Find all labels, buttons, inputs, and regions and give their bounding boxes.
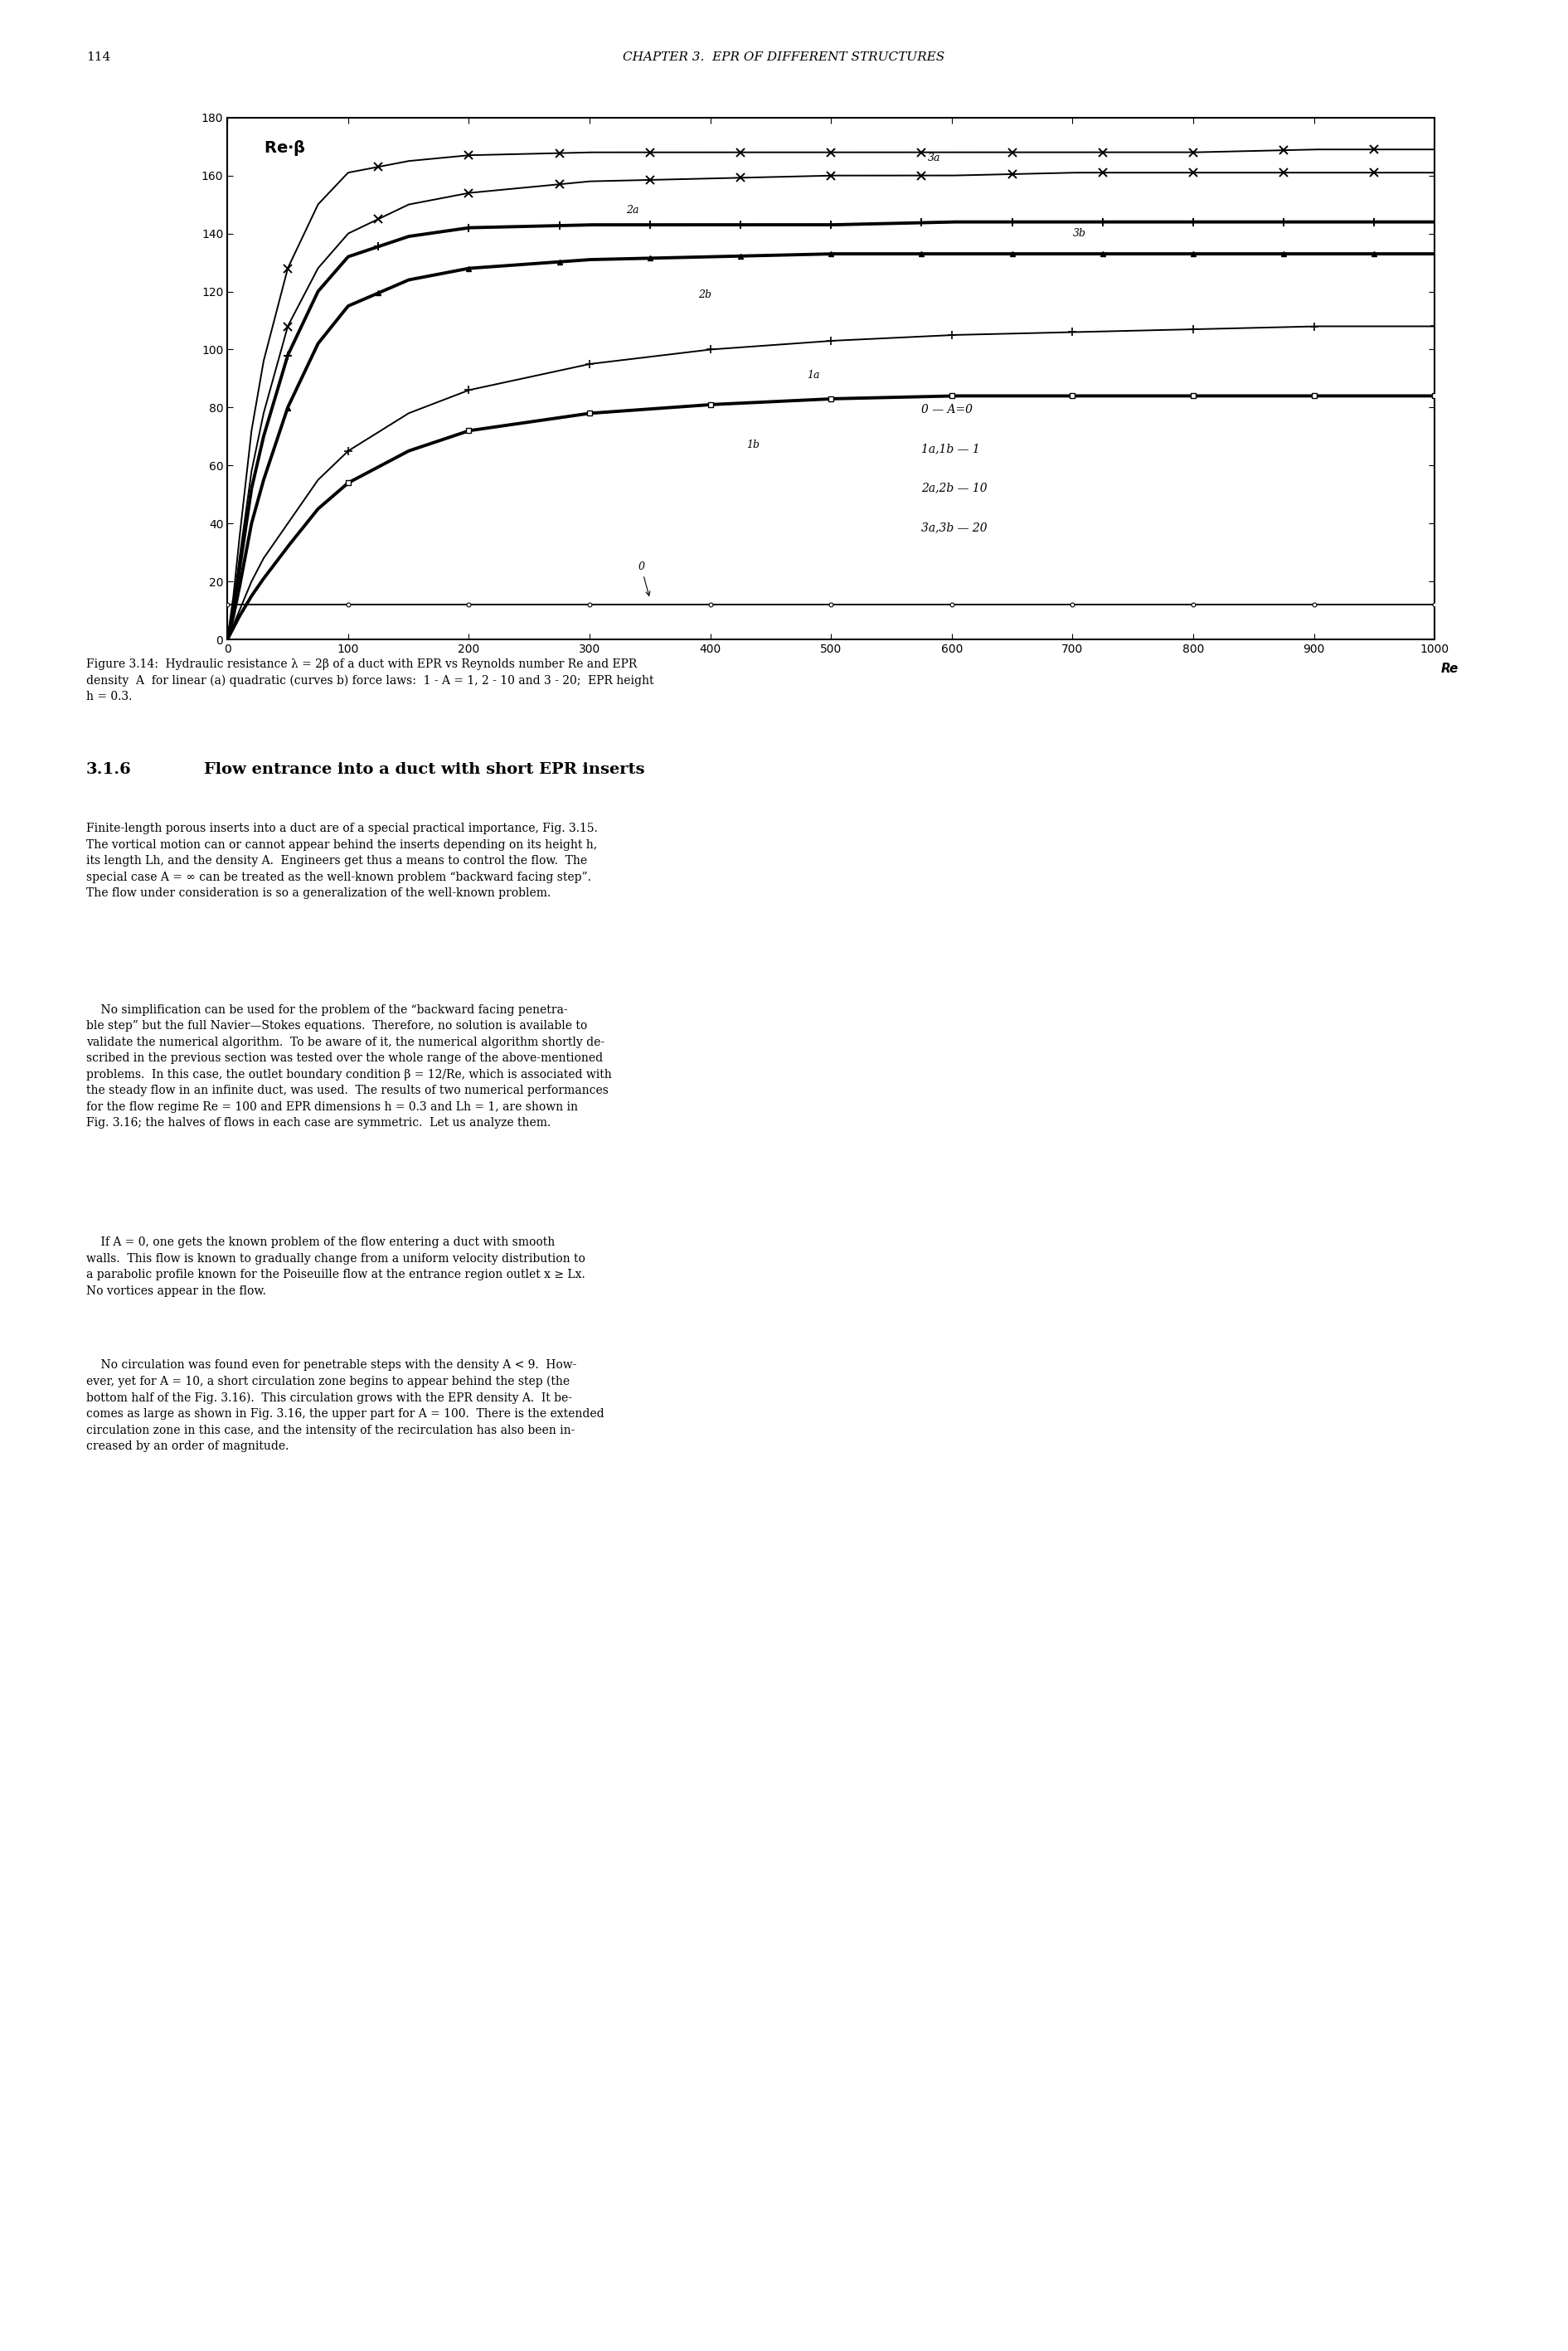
Text: 3a: 3a (928, 153, 941, 165)
Text: No circulation was found even for penetrable steps with the density A < 9.  How-: No circulation was found even for penetr… (86, 1359, 604, 1453)
Text: 114: 114 (86, 52, 110, 63)
Text: 2a,2b — 10: 2a,2b — 10 (922, 482, 988, 494)
Text: 3a,3b — 20: 3a,3b — 20 (922, 522, 988, 534)
Text: 0 — A=0: 0 — A=0 (922, 404, 974, 416)
Text: 3b: 3b (1073, 228, 1085, 240)
Text: No simplification can be used for the problem of the “backward facing penetra-
b: No simplification can be used for the pr… (86, 1004, 612, 1128)
Text: 3.1.6: 3.1.6 (86, 762, 132, 776)
Text: 2a: 2a (626, 205, 638, 216)
Text: 1b: 1b (746, 440, 760, 451)
Text: If A = 0, one gets the known problem of the flow entering a duct with smooth
wal: If A = 0, one gets the known problem of … (86, 1237, 585, 1298)
Text: Flow entrance into a duct with short EPR inserts: Flow entrance into a duct with short EPR… (204, 762, 644, 776)
Text: 0: 0 (638, 562, 651, 595)
Text: Re: Re (1441, 663, 1458, 675)
Text: Finite-length porous inserts into a duct are of a special practical importance, : Finite-length porous inserts into a duct… (86, 823, 597, 898)
Text: CHAPTER 3.  EPR OF DIFFERENT STRUCTURES: CHAPTER 3. EPR OF DIFFERENT STRUCTURES (622, 52, 946, 63)
Text: 1a: 1a (808, 369, 820, 381)
Text: Figure 3.14:  Hydraulic resistance λ = 2β of a duct with EPR vs Reynolds number : Figure 3.14: Hydraulic resistance λ = 2β… (86, 658, 654, 703)
Text: $\mathbf{Re{\cdot}\beta}$: $\mathbf{Re{\cdot}\beta}$ (263, 139, 306, 158)
Text: 1a,1b — 1: 1a,1b — 1 (922, 444, 980, 454)
Text: 2b: 2b (698, 289, 712, 301)
